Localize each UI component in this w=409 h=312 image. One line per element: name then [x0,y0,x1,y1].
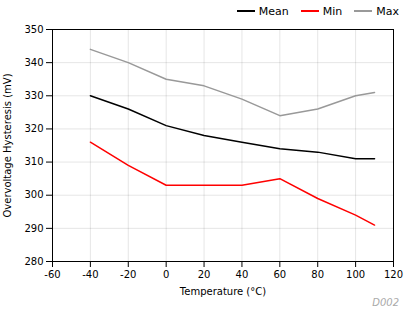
svg-text:320: 320 [24,123,43,134]
svg-text:60: 60 [273,269,286,280]
svg-text:0: 0 [163,269,169,280]
svg-text:310: 310 [24,156,43,167]
svg-text:330: 330 [24,90,43,101]
svg-text:-20: -20 [120,269,136,280]
svg-text:Overvoltage Hysteresis (mV): Overvoltage Hysteresis (mV) [2,73,13,217]
svg-text:300: 300 [24,189,43,200]
svg-text:Temperature (°C): Temperature (°C) [179,286,266,297]
html-text:Max: Max [376,4,399,18]
svg-text:120: 120 [384,269,403,280]
svg-text:350: 350 [24,24,43,35]
svg-text:280: 280 [24,256,43,267]
html-text:Mean: Mean [258,4,289,18]
svg-text:40: 40 [236,269,249,280]
html-text:D002: D002 [372,297,399,308]
svg-text:80: 80 [311,269,324,280]
svg-text:-60: -60 [44,269,60,280]
svg-text:20: 20 [198,269,211,280]
svg-text:-40: -40 [82,269,98,280]
html-text:Min: Min [322,4,343,18]
svg-text:340: 340 [24,57,43,68]
svg-text:100: 100 [346,269,365,280]
svg-text:290: 290 [24,223,43,234]
